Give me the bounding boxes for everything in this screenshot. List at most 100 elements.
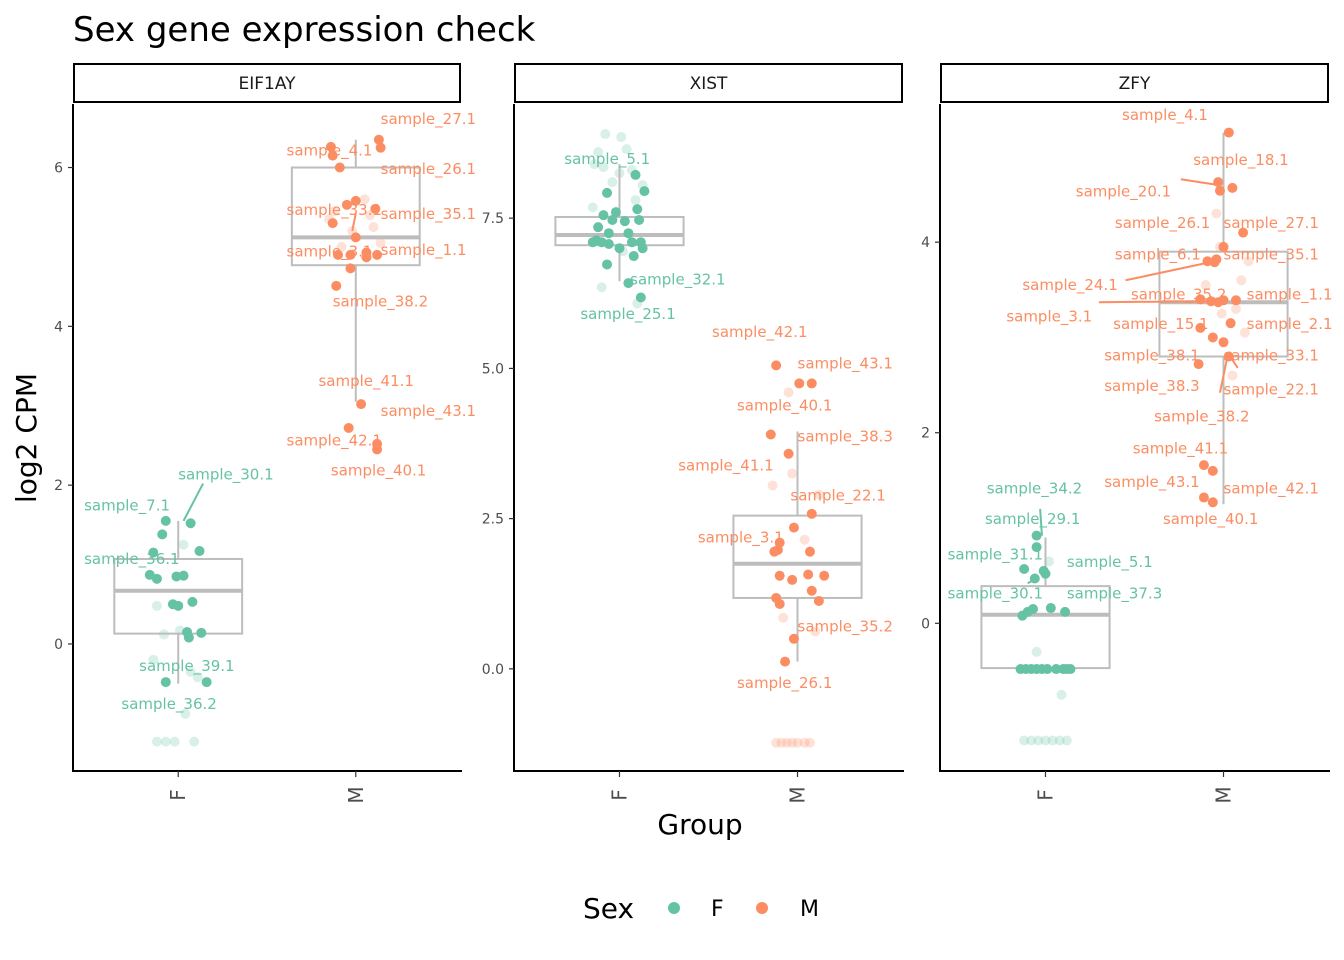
data-point [765, 429, 776, 440]
data-point [1207, 497, 1218, 508]
data-point [630, 169, 641, 180]
y-tick-label: 0.0 [482, 662, 504, 678]
faint-point [368, 222, 379, 233]
faint-point [151, 736, 162, 747]
data-point [148, 547, 159, 558]
box-F [554, 215, 685, 247]
data-point [1225, 318, 1236, 329]
sample-label: sample_5.1 [1067, 553, 1153, 572]
faint-point [799, 534, 810, 545]
data-point [788, 633, 799, 644]
data-point [1019, 563, 1030, 574]
x-tick-label: M [1212, 786, 1236, 803]
faint-point [1227, 370, 1238, 381]
data-point [634, 214, 645, 225]
x-tick-label: F [1033, 789, 1057, 801]
data-point [160, 677, 171, 688]
data-point [813, 595, 824, 606]
sample-label: sample_31.1 [948, 545, 1043, 564]
sample-label: sample_27.1 [1224, 214, 1319, 233]
data-point [806, 508, 817, 519]
faint-point [336, 241, 347, 252]
sample-label: sample_35.2 [1131, 285, 1226, 304]
sample-label: sample_4.1 [1122, 106, 1208, 125]
data-point [178, 570, 189, 581]
sample-label: sample_38.2 [333, 292, 428, 311]
data-point [603, 228, 614, 239]
faint-point [1239, 327, 1250, 338]
data-point [350, 232, 361, 243]
label-leader-line [1039, 508, 1043, 536]
faint-point [148, 654, 159, 665]
data-point [788, 522, 799, 533]
faint-point [1054, 735, 1065, 746]
data-point [610, 207, 621, 218]
sample-label: sample_26.1 [1115, 214, 1210, 233]
y-tick-label: 0 [921, 616, 930, 632]
sample-label: sample_38.1 [1104, 346, 1199, 365]
sample-label: sample_2.1 [1247, 315, 1333, 334]
sample-label: sample_27.1 [381, 110, 476, 129]
y-tick-label: 2 [54, 478, 63, 494]
sample-label: sample_35.1 [1224, 245, 1319, 264]
faint-point [767, 480, 778, 491]
data-point [598, 210, 609, 221]
data-point [772, 544, 783, 555]
faint-point [160, 736, 171, 747]
sample-label: sample_29.1 [985, 510, 1080, 529]
data-point [151, 573, 162, 584]
sample-label: sample_42.1 [1224, 480, 1319, 499]
faint-point [607, 177, 618, 188]
sample-label: sample_30.1 [948, 585, 1043, 604]
data-point [1227, 182, 1238, 193]
sample-label: sample_20.1 [1076, 182, 1171, 201]
data-point [771, 360, 782, 371]
data-point [327, 150, 338, 161]
sample-label: sample_36.1 [84, 550, 179, 569]
faint-point [771, 737, 782, 748]
x-tick-label: F [607, 789, 631, 801]
sample-label: sample_35.1 [381, 205, 476, 224]
label-leader-line [1098, 300, 1212, 304]
data-point [1218, 337, 1229, 348]
data-point [1223, 127, 1234, 138]
label-leader-line [351, 213, 357, 232]
data-point [1017, 610, 1028, 621]
label-leader-line [1228, 354, 1239, 369]
sample-label: sample_5.1 [564, 150, 650, 169]
y-tick-label: 6 [54, 161, 63, 177]
x-tick-label: M [344, 786, 368, 803]
faint-point [192, 672, 203, 683]
sample-label: sample_33.1 [1224, 346, 1319, 365]
faint-point [778, 612, 789, 623]
data-point [194, 546, 205, 557]
sample-label: sample_40.1 [737, 396, 832, 415]
sample-label: sample_43.1 [381, 402, 476, 421]
y-tick-label: 5.0 [482, 361, 504, 377]
data-point [623, 278, 634, 289]
sample-label: sample_36.2 [121, 695, 216, 714]
faint-point [1061, 735, 1072, 746]
legend-label-F: F [711, 897, 724, 922]
data-point [1218, 295, 1229, 306]
data-point [623, 228, 634, 239]
sample-label: sample_42.1 [287, 431, 382, 450]
sample-label: sample_38.3 [1104, 377, 1199, 396]
data-point [1230, 295, 1241, 306]
legend-title: Sex [583, 892, 634, 925]
data-point [794, 378, 805, 389]
faint-point [1200, 280, 1211, 291]
sample-label: sample_1.1 [381, 241, 467, 260]
faint-point [596, 282, 607, 293]
y-tick-label: 2 [921, 426, 930, 442]
data-point [602, 187, 613, 198]
label-leader-line [1125, 260, 1215, 282]
faint-point [359, 194, 370, 205]
sample-label: sample_41.1 [318, 372, 413, 391]
data-point [587, 237, 598, 248]
data-point [603, 239, 614, 250]
